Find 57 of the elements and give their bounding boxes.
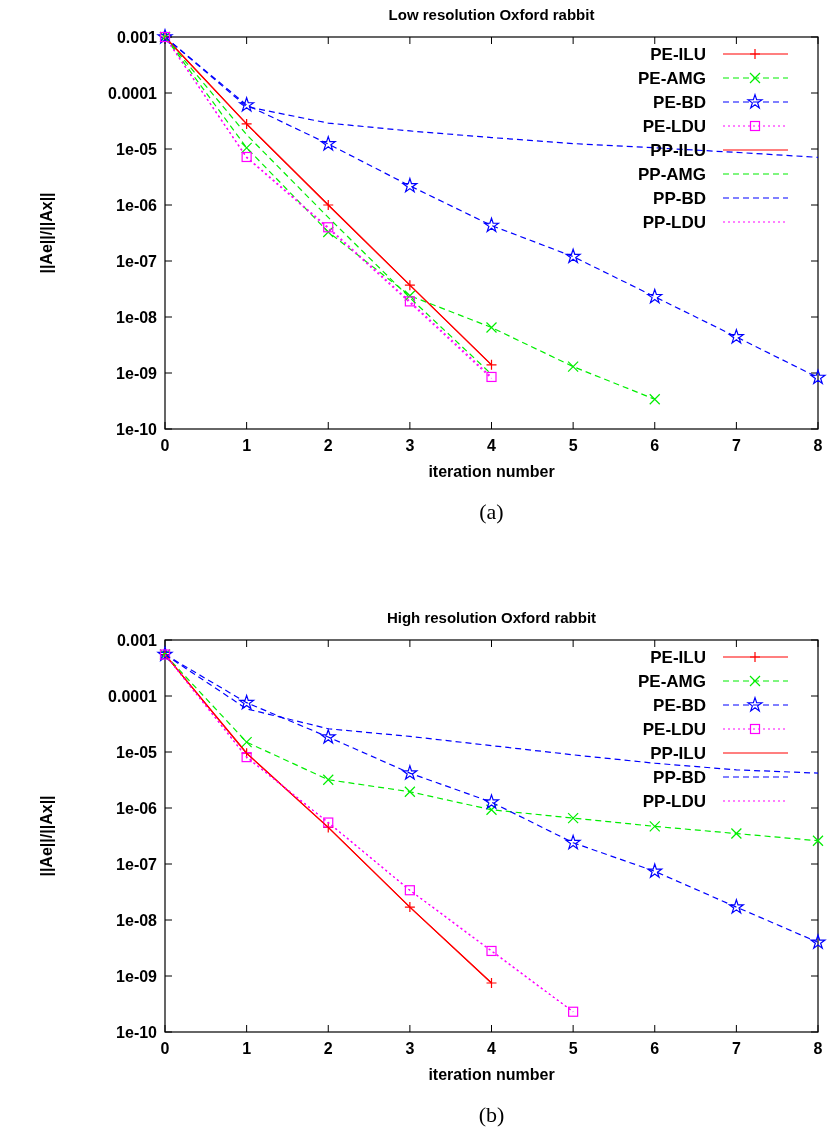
legend-label: PP-BD [653, 189, 706, 208]
y-tick-label: 1e-10 [116, 421, 158, 438]
legend-label: PE-AMG [638, 672, 706, 691]
y-tick-label: 1e-06 [116, 800, 158, 817]
y-tick-label: 0.0001 [108, 85, 158, 102]
x-tick-label: 8 [813, 1040, 823, 1057]
y-tick-label: 1e-07 [116, 253, 158, 270]
x-axis-title: iteration number [428, 463, 555, 480]
x-tick-label: 7 [731, 437, 741, 454]
y-tick-label: 1e-10 [116, 1024, 158, 1041]
chart-title: High resolution Oxford rabbit [386, 609, 597, 626]
legend-label: PP-LDU [642, 213, 706, 232]
legend-label: PP-BD [653, 768, 706, 787]
legend-label: PP-ILU [650, 141, 706, 160]
x-tick-label: 5 [568, 1040, 578, 1057]
x-tick-label: 2 [323, 1040, 333, 1057]
y-tick-label: 1e-09 [116, 365, 158, 382]
x-tick-label: 1 [242, 437, 252, 454]
y-tick-label: 1e-08 [116, 912, 158, 929]
x-tick-label: 6 [650, 437, 660, 454]
legend-label: PP-LDU [642, 792, 706, 811]
y-axis-title: ||Ae||/||Ax|| [38, 795, 55, 877]
legend-label: PE-AMG [638, 69, 706, 88]
x-tick-label: 4 [487, 437, 497, 454]
x-tick-label: 1 [242, 1040, 252, 1057]
x-tick-label: 8 [813, 437, 823, 454]
y-tick-label: 1e-07 [116, 856, 158, 873]
x-tick-label: 3 [405, 1040, 415, 1057]
text: (a) [479, 499, 504, 524]
legend-label: PE-LDU [642, 117, 706, 136]
y-tick-label: 1e-05 [116, 141, 158, 158]
x-tick-label: 6 [650, 1040, 660, 1057]
y-tick-label: 1e-05 [116, 744, 158, 761]
x-axis-title: iteration number [428, 1066, 555, 1083]
y-axis-title: ||Ae||/||Ax|| [38, 192, 55, 274]
chart-title: Low resolution Oxford rabbit [388, 6, 595, 23]
legend-label: PE-BD [653, 93, 706, 112]
legend-label: PE-ILU [650, 45, 706, 64]
x-tick-label: 4 [487, 1040, 497, 1057]
y-tick-label: 0.0001 [108, 688, 158, 705]
legend-label: PE-BD [653, 696, 706, 715]
legend-label: PE-ILU [650, 648, 706, 667]
y-tick-label: 1e-06 [116, 197, 158, 214]
x-tick-label: 0 [160, 437, 170, 454]
x-tick-label: 3 [405, 437, 415, 454]
x-tick-label: 7 [731, 1040, 741, 1057]
x-tick-label: 2 [323, 437, 333, 454]
text: (b) [478, 1102, 505, 1127]
y-tick-label: 1e-09 [116, 968, 158, 985]
legend-label: PE-LDU [642, 720, 706, 739]
legend-label: PP-AMG [638, 165, 706, 184]
y-tick-label: 1e-08 [116, 309, 158, 326]
x-tick-label: 5 [568, 437, 578, 454]
x-tick-label: 0 [160, 1040, 170, 1057]
y-tick-label: 0.001 [116, 29, 158, 46]
legend-label: PP-ILU [650, 744, 706, 763]
y-tick-label: 0.001 [116, 632, 158, 649]
